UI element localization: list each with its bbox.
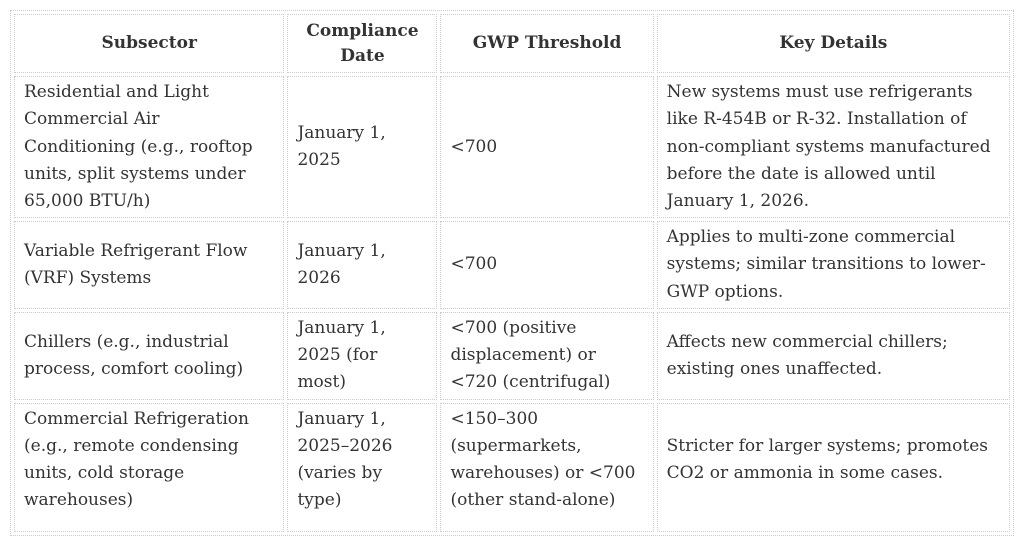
header-compliance-date: Compliance Date [287, 14, 438, 74]
cell-gwp-threshold: <700 [440, 221, 654, 309]
table-row: Residential and Light Commercial Air Con… [14, 76, 1010, 219]
gwp-compliance-table: Subsector Compliance Date GWP Threshold … [10, 10, 1014, 536]
cell-subsector: Commercial Refrigeration (e.g., remote c… [14, 402, 285, 532]
cell-compliance-date: January 1, 2025–2026 (varies by type) [287, 402, 438, 532]
cell-gwp-threshold: <150–300 (supermarkets, warehouses) or <… [440, 402, 654, 532]
cell-compliance-date: January 1, 2025 (for most) [287, 311, 438, 400]
cell-key-details: Affects new commercial chillers; existin… [656, 311, 1010, 400]
cell-subsector: Residential and Light Commercial Air Con… [14, 76, 285, 219]
document-page: Subsector Compliance Date GWP Threshold … [10, 10, 1014, 536]
cell-key-details: Applies to multi-zone commercial systems… [656, 221, 1010, 309]
cell-subsector: Chillers (e.g., industrial process, comf… [14, 311, 285, 400]
cell-compliance-date: January 1, 2026 [287, 221, 438, 309]
table-header-row: Subsector Compliance Date GWP Threshold … [14, 14, 1010, 74]
cell-subsector: Variable Refrigerant Flow (VRF) Systems [14, 221, 285, 309]
cell-key-details: Stricter for larger systems; promotes CO… [656, 402, 1010, 532]
table-row: Chillers (e.g., industrial process, comf… [14, 311, 1010, 400]
header-gwp-threshold: GWP Threshold [440, 14, 654, 74]
cell-compliance-date: January 1, 2025 [287, 76, 438, 219]
header-key-details: Key Details [656, 14, 1010, 74]
cell-gwp-threshold: <700 (positive displacement) or <720 (ce… [440, 311, 654, 400]
table-row: Commercial Refrigeration (e.g., remote c… [14, 402, 1010, 532]
table-row: Variable Refrigerant Flow (VRF) Systems … [14, 221, 1010, 309]
cell-gwp-threshold: <700 [440, 76, 654, 219]
cell-key-details: New systems must use refrigerants like R… [656, 76, 1010, 219]
header-subsector: Subsector [14, 14, 285, 74]
